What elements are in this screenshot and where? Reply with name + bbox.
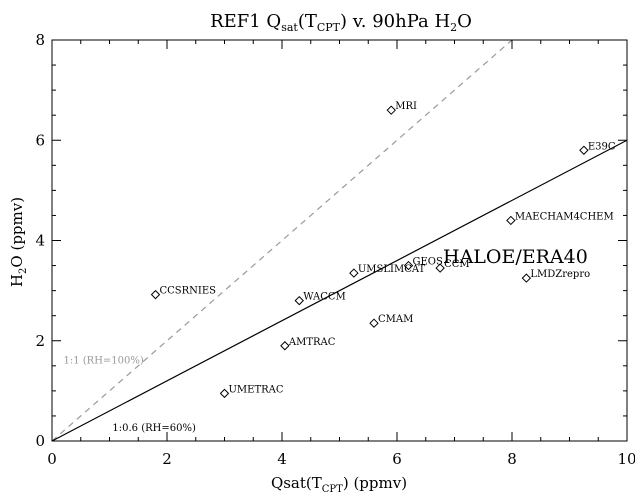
data-point-lmdzrepro	[521, 273, 532, 283]
data-label-mri: MRI	[395, 101, 417, 112]
x-tick-label: 8	[507, 450, 517, 468]
data-label-amtrac: AMTRAC	[288, 337, 336, 348]
y-tick-label: 0	[35, 432, 45, 450]
data-label-waccm: WACCM	[303, 292, 346, 303]
data-point-umetrac	[219, 388, 230, 399]
x-axis-title: Qsat(TCPT) (ppmv)	[271, 474, 407, 494]
y-axis-title: H2O (ppmv)	[8, 197, 29, 287]
data-point-maecham4chem	[506, 215, 516, 226]
data-point-waccm	[294, 295, 304, 306]
x-tick-label: 6	[392, 450, 402, 468]
x-tick-label: 0	[47, 450, 57, 468]
y-tick-label: 6	[35, 131, 45, 149]
data-label-maecham4chem: MAECHAM4CHEM	[515, 211, 614, 222]
data-label-geos: GEOS	[413, 257, 443, 268]
data-label-lmdzrepro: LMDZrepro	[530, 269, 590, 280]
y-tick-label: 8	[35, 31, 45, 49]
x-tick-label: 2	[162, 450, 172, 468]
data-label-umetrac: UMETRAC	[229, 384, 284, 395]
reference-line-label-0: 1:1 (RH=100%)	[64, 355, 144, 366]
reference-line-label-1: 1:0.6 (RH=60%)	[112, 423, 196, 434]
x-tick-label: 4	[277, 450, 287, 468]
x-tick-label: 10	[617, 450, 635, 468]
y-tick-label: 2	[35, 332, 45, 350]
data-label-umslimcat: UMSLIMCAT	[358, 264, 426, 275]
data-point-ccm	[435, 263, 445, 273]
plot-frame	[51, 39, 628, 442]
plot-area: 1:1 (RH=100%) 1:0.6 (RH=60%) 0 2 4 6 8 10 0 2 4 6 8 M…	[35, 31, 635, 468]
data-point-e39c	[579, 145, 589, 155]
reference-line-1	[52, 139, 627, 441]
data-point-geos	[403, 260, 414, 271]
data-point-cmam	[369, 318, 379, 328]
annotation-haloe-era40: HALOE/ERA40	[443, 246, 588, 268]
data-point-umslimcat	[349, 268, 359, 278]
data-label-cmam: CMAM	[378, 314, 413, 325]
data-label-ccsrnies: CCSRNIES	[160, 286, 217, 297]
data-label-ccm: CCM	[444, 259, 470, 270]
y-tick-label: 4	[35, 232, 45, 250]
data-label-e39c: E39C	[588, 141, 616, 152]
reference-line-0	[52, 40, 513, 441]
data-point-ccsrnies	[150, 289, 161, 300]
data-point-amtrac	[280, 341, 290, 351]
chart-title: REF1 Qsat(TCPT) v. 90hPa H2O	[210, 11, 472, 34]
data-point-mri	[386, 105, 396, 115]
